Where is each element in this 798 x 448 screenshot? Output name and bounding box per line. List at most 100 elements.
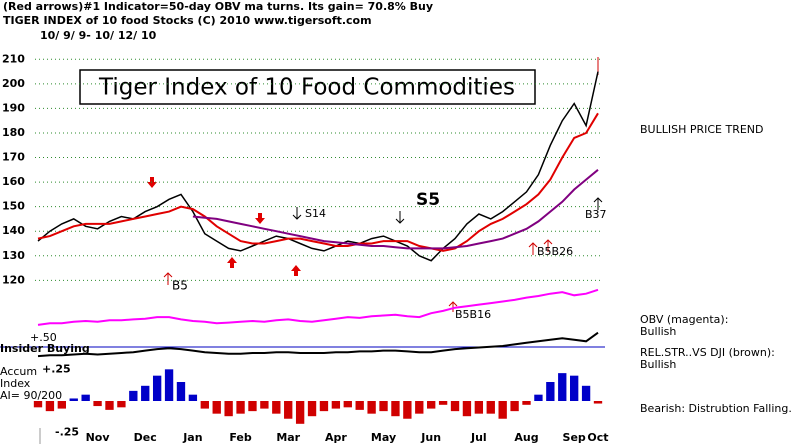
sell-arrow xyxy=(255,213,265,224)
y-tick-label: 120 xyxy=(2,273,25,286)
y-tick-label: 140 xyxy=(2,224,25,237)
x-tick-label: Dec xyxy=(134,431,157,444)
bar xyxy=(105,401,114,410)
side-note: OBV (magenta): xyxy=(640,313,728,326)
series-line xyxy=(37,331,599,358)
series-line xyxy=(37,288,599,326)
bar xyxy=(164,369,174,401)
bar xyxy=(295,401,305,424)
bar xyxy=(593,401,603,404)
bar xyxy=(248,401,257,412)
bar xyxy=(403,401,412,419)
annotation: Accum xyxy=(0,365,37,378)
side-note: Bullish xyxy=(640,358,676,371)
x-tick-label: Sep xyxy=(563,431,586,444)
y-tick-label: 170 xyxy=(2,151,25,164)
bar xyxy=(129,390,138,401)
annotation: B5B26 xyxy=(537,245,573,258)
annotation: S5 xyxy=(416,190,440,210)
bar xyxy=(260,401,269,409)
y-tick-label: 200 xyxy=(2,77,25,90)
bar xyxy=(93,401,102,407)
bar xyxy=(498,401,507,419)
buy-arrow xyxy=(227,257,237,268)
bar xyxy=(307,401,317,417)
title-box xyxy=(79,69,536,105)
sell-arrow xyxy=(292,207,302,220)
annotation: AI= 90/200 xyxy=(0,389,62,402)
bar xyxy=(355,401,364,410)
bar xyxy=(367,401,376,414)
bar xyxy=(391,401,400,417)
y-tick-label: 190 xyxy=(2,101,25,114)
x-tick-label: Jan xyxy=(182,431,202,444)
bar xyxy=(272,401,281,414)
bar xyxy=(331,401,341,409)
bar xyxy=(284,401,293,419)
buy-arrow xyxy=(543,239,553,252)
bar xyxy=(546,382,555,401)
series-line xyxy=(37,112,599,252)
side-note: Bearish: Distrubtion Falling. xyxy=(640,402,792,415)
bar xyxy=(319,401,329,412)
annotation: Index xyxy=(0,377,31,390)
y-tick-label: 180 xyxy=(2,126,25,139)
bar xyxy=(69,398,78,401)
bar xyxy=(33,401,43,408)
bar xyxy=(462,401,472,417)
header-date: 10/ 9/ 9- 10/ 12/ 10 xyxy=(40,29,157,42)
bar xyxy=(438,401,448,405)
x-tick-label: Aug xyxy=(514,431,538,444)
annotation: B5 xyxy=(172,279,188,293)
bar xyxy=(486,401,495,414)
chart-title: Tiger Index of 10 Food Commodities xyxy=(98,75,515,101)
bar xyxy=(152,375,162,401)
x-tick-label: Feb xyxy=(229,431,252,444)
annotation: Insider Buying xyxy=(0,342,90,355)
bar xyxy=(581,385,591,401)
bar xyxy=(176,382,186,401)
bar xyxy=(188,394,198,401)
x-tick-label: Jun xyxy=(420,431,441,444)
x-tick-label: Nov xyxy=(86,431,111,444)
bar xyxy=(57,401,66,409)
annotation: +.50 xyxy=(30,331,57,344)
annotation: B5B16 xyxy=(455,308,491,321)
bar xyxy=(534,394,543,401)
y-tick-label: +.25 xyxy=(42,362,71,375)
y-tick-label: -.25 xyxy=(55,426,79,439)
side-note: REL.STR..VS DJI (brown): xyxy=(640,346,775,359)
bar xyxy=(379,401,388,412)
bar xyxy=(45,401,55,412)
bar xyxy=(450,401,460,412)
y-tick-label: 210 xyxy=(2,52,25,65)
series-line xyxy=(192,169,599,250)
bar xyxy=(474,401,484,414)
bar xyxy=(200,401,209,409)
bar xyxy=(570,375,579,401)
buy-arrow xyxy=(593,197,603,210)
buy-arrow xyxy=(291,265,301,276)
x-tick-label: Oct xyxy=(587,431,608,444)
buy-arrow xyxy=(528,242,538,255)
bar xyxy=(558,373,567,401)
header-line: TIGER INDEX of 10 food Stocks (C) 2010 w… xyxy=(3,14,372,27)
x-tick-label: Jul xyxy=(470,431,487,444)
buy-arrow xyxy=(163,272,173,285)
thin-arrows xyxy=(163,57,599,312)
bar xyxy=(427,401,436,409)
bar xyxy=(236,401,245,414)
bar xyxy=(81,394,90,401)
annotation: S14 xyxy=(305,207,326,220)
bar xyxy=(415,401,424,414)
black-arrows xyxy=(292,197,603,224)
bar xyxy=(117,401,126,408)
x-tick-label: Mar xyxy=(276,431,300,444)
sell-arrow xyxy=(395,211,405,224)
bar xyxy=(522,401,531,405)
x-tick-label: Apr xyxy=(325,431,347,444)
side-note: BULLISH PRICE TREND xyxy=(640,123,764,136)
bar xyxy=(224,401,233,417)
